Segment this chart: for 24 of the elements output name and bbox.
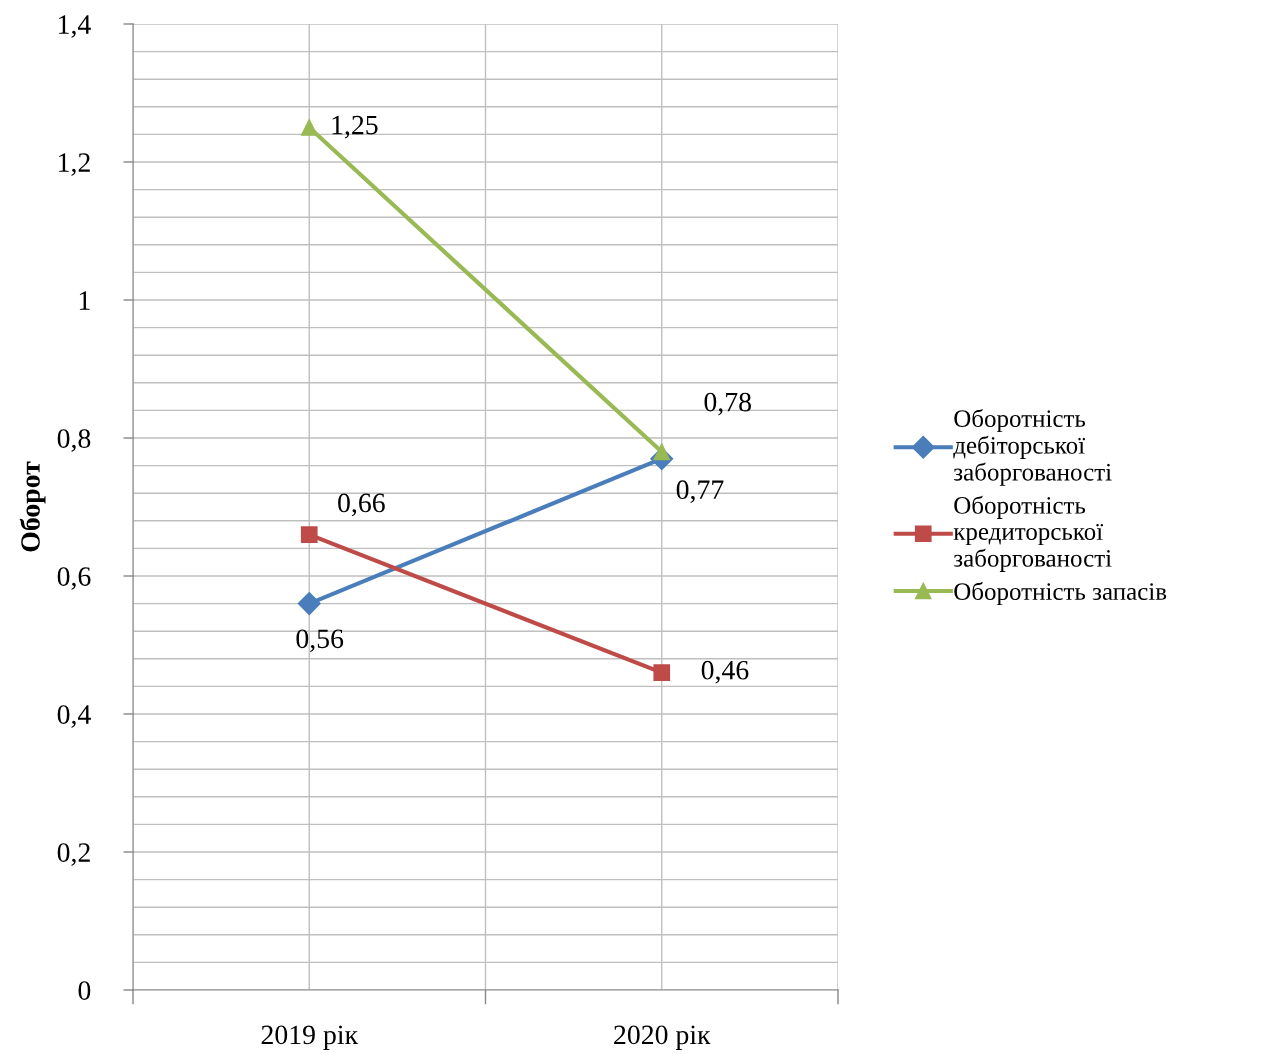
data-label: 0,56 (296, 629, 344, 653)
x-tick-label: 2019 рік (261, 1025, 359, 1050)
point (300, 526, 318, 543)
legend-label: Оборотність кредиторської заборгованості (953, 495, 1112, 572)
point (300, 119, 318, 136)
point (653, 664, 671, 681)
y-tick-label: 0,4 (57, 705, 91, 728)
y-tick-label: 0,6 (57, 567, 91, 590)
data-label: 1,25 (332, 115, 378, 139)
y-tick-label: 0,8 (57, 429, 91, 452)
data-label: 0,66 (338, 493, 385, 517)
data-label: 0,46 (701, 660, 749, 684)
point (297, 592, 321, 616)
y-tick-label: 0,2 (57, 843, 90, 866)
y-tick-label: 1 (79, 291, 90, 310)
data-label: 0,78 (704, 392, 751, 416)
y-tick-label: 0 (78, 981, 91, 1000)
legend-label: Оборотність запасів (954, 581, 1167, 606)
y-axis-title: Оборот (19, 461, 46, 552)
y-tick-label: 1,4 (59, 15, 91, 38)
y-tick-label: 1,2 (59, 153, 90, 176)
legend-label: Оборотність дебіторської заборгованості (953, 408, 1112, 486)
x-tick-label: 2020 рік (614, 1025, 711, 1050)
data-label: 0,77 (676, 480, 724, 504)
